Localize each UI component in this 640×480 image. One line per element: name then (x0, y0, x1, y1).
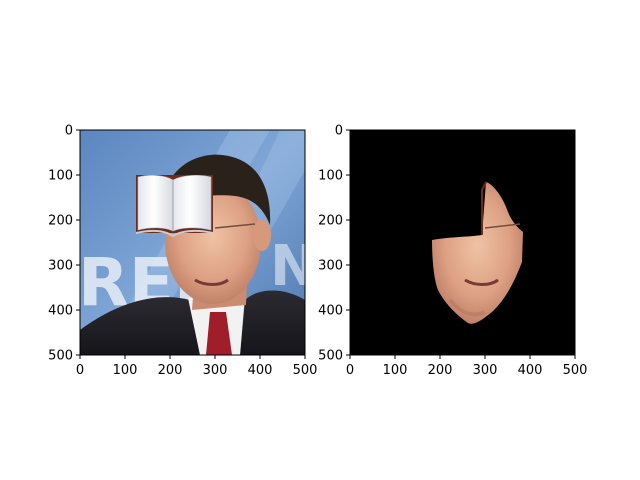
x-tick-label: 300 (203, 363, 228, 378)
x-tick-label: 400 (248, 363, 273, 378)
masked-face-region (432, 182, 523, 324)
x-tick-label: 0 (76, 363, 84, 378)
y-tick-label: 300 (48, 259, 73, 274)
x-tick-label: 400 (518, 363, 543, 378)
y-tick-label: 0 (335, 124, 343, 139)
y-tick-label: 400 (48, 304, 73, 319)
masked-face-mouth (464, 278, 499, 286)
y-tick-label: 400 (318, 304, 343, 319)
x-tick-label: 200 (428, 363, 453, 378)
left-photo-suit (240, 290, 305, 355)
y-tick-label: 300 (318, 259, 343, 274)
y-tick-label: 500 (318, 349, 343, 364)
masked-face-edge (481, 181, 487, 235)
left-photo-background-letters: N (270, 234, 317, 299)
masked-face-shadow (448, 298, 486, 317)
right-image-panel (350, 130, 575, 355)
left-photo-hair (162, 154, 271, 225)
y-tick-label: 100 (318, 169, 343, 184)
y-tick-label: 200 (318, 214, 343, 229)
y-tick-label: 500 (48, 349, 73, 364)
x-tick-label: 500 (563, 363, 588, 378)
x-tick-label: 0 (346, 363, 354, 378)
x-tick-label: 100 (113, 363, 138, 378)
left-axes-frame (79, 129, 306, 356)
right-axes-frame (349, 129, 576, 356)
y-tick-label: 0 (65, 124, 73, 139)
left-photo-tie (206, 312, 232, 355)
y-tick-label: 200 (48, 214, 73, 229)
left-photo-ear (253, 219, 271, 251)
left-image-panel: REI N (80, 130, 317, 355)
masked-face-glasses (484, 223, 521, 229)
x-tick-label: 500 (293, 363, 318, 378)
left-photo-mouth (194, 278, 229, 286)
y-tick-label: 100 (48, 169, 73, 184)
x-tick-label: 300 (473, 363, 498, 378)
left-photo-suit (80, 297, 200, 355)
x-tick-label: 100 (383, 363, 408, 378)
book-occluder (135, 175, 214, 238)
x-tick-label: 200 (158, 363, 183, 378)
left-photo-glasses (214, 223, 256, 229)
